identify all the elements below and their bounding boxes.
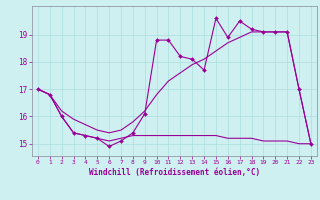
X-axis label: Windchill (Refroidissement éolien,°C): Windchill (Refroidissement éolien,°C) bbox=[89, 168, 260, 177]
